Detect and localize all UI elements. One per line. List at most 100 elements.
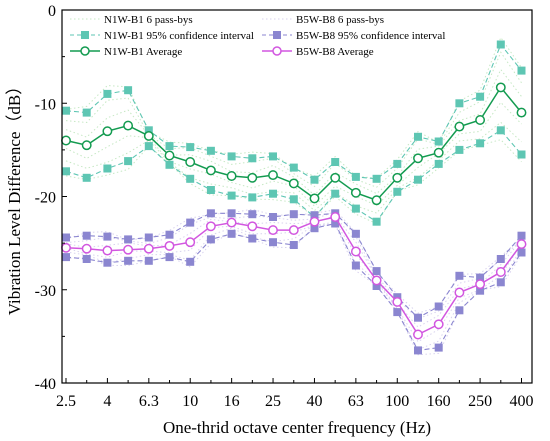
ci-lower-marker-n1w-b1-63 — [351, 204, 360, 213]
ci-upper-marker-b5w-b8-5 — [124, 235, 133, 244]
legend-swatch-marker — [272, 46, 282, 56]
ci-lower-marker-n1w-b1-2.5 — [62, 167, 70, 176]
x-tick-label: 6.3 — [139, 393, 159, 410]
ci-lower-marker-n1w-b1-20 — [248, 193, 257, 202]
legend-swatch-marker — [80, 46, 90, 56]
average-point-b5w-b8-80 — [371, 275, 382, 286]
average-point-n1w-b1-400 — [516, 107, 527, 118]
average-point-n1w-b1-25 — [268, 170, 278, 181]
ci-lower-marker-n1w-b1-12.5 — [206, 186, 215, 194]
y-tick-label: -20 — [35, 190, 56, 207]
average-point-n1w-b1-160 — [433, 147, 444, 158]
average-point-n1w-b1-250 — [475, 115, 486, 125]
ci-lower-marker-b5w-b8-12.5 — [206, 235, 215, 244]
ci-lower-marker-n1w-b1-10 — [186, 174, 195, 183]
ci-lower-marker-n1w-b1-400 — [517, 150, 526, 159]
ci-upper-marker-b5w-b8-10 — [186, 218, 195, 227]
ci-upper-marker-n1w-b1-16 — [227, 152, 236, 161]
ci-upper-marker-n1w-b1-20 — [248, 154, 257, 163]
ci-upper-marker-b5w-b8-63 — [351, 229, 360, 238]
ci-lower-marker-b5w-b8-16 — [227, 229, 236, 238]
x-tick-label: 16 — [224, 393, 240, 410]
average-point-b5w-b8-12.5 — [205, 221, 216, 232]
ci-upper-marker-b5w-b8-315 — [496, 255, 505, 263]
x-axis-label: One-thrid octave center frequency (Hz) — [163, 418, 431, 437]
average-point-n1w-b1-31.5 — [288, 178, 299, 189]
average-point-b5w-b8-63 — [350, 246, 361, 257]
average-point-b5w-b8-25 — [268, 225, 278, 236]
ci-lower-line-n1w-b1 — [65, 129, 522, 223]
confidence-interval-layer — [62, 40, 526, 355]
ci-lower-marker-b5w-b8-6.3 — [144, 256, 153, 265]
average-point-b5w-b8-400 — [516, 239, 527, 250]
average-point-n1w-b1-16 — [226, 171, 237, 181]
pass-by-line-n1w-b1-1 — [65, 139, 522, 225]
ci-upper-marker-n1w-b1-63 — [351, 172, 360, 181]
ci-upper-marker-n1w-b1-8 — [165, 142, 174, 151]
ci-lower-marker-n1w-b1-3.15 — [82, 173, 91, 182]
ci-lower-marker-b5w-b8-250 — [476, 286, 485, 295]
x-tick-label: 40 — [306, 393, 322, 410]
ci-lower-marker-n1w-b1-25 — [269, 189, 277, 198]
legend-label: B5W-B8 6 pass-bys — [296, 14, 384, 26]
ci-upper-marker-n1w-b1-40 — [310, 175, 319, 184]
ci-upper-marker-b5w-b8-200 — [455, 271, 464, 280]
x-tick-label: 160 — [427, 393, 451, 410]
x-tick-label: 250 — [468, 393, 492, 410]
ci-lower-marker-b5w-b8-160 — [434, 343, 443, 352]
average-point-b5w-b8-3.15 — [81, 243, 92, 254]
pass-by-line-b5w-b8-3 — [65, 221, 522, 343]
legend-swatch-marker — [81, 31, 89, 39]
ci-upper-marker-n1w-b1-2.5 — [62, 106, 70, 115]
ci-lower-marker-b5w-b8-100 — [393, 308, 402, 317]
ci-lower-marker-b5w-b8-10 — [186, 257, 195, 266]
average-point-n1w-b1-50 — [330, 172, 341, 183]
pass-by-line-b5w-b8-4 — [65, 215, 522, 328]
average-point-b5w-b8-250 — [475, 279, 486, 290]
ci-lower-marker-b5w-b8-5 — [124, 256, 133, 265]
x-tick-label: 10 — [182, 393, 198, 410]
y-tick-label: -30 — [35, 283, 56, 300]
average-point-n1w-b1-315 — [495, 82, 506, 93]
ci-upper-marker-b5w-b8-8 — [165, 230, 174, 239]
ci-upper-marker-b5w-b8-16 — [227, 209, 236, 218]
average-point-n1w-b1-8 — [164, 150, 175, 161]
ci-upper-marker-b5w-b8-80 — [372, 267, 381, 276]
ci-upper-marker-b5w-b8-4 — [103, 232, 112, 241]
pass-by-line-n1w-b1-2 — [65, 121, 522, 214]
ci-upper-marker-n1w-b1-12.5 — [206, 146, 215, 155]
ci-upper-marker-b5w-b8-40 — [310, 211, 319, 220]
ci-lower-marker-b5w-b8-4 — [103, 258, 112, 267]
ci-upper-marker-b5w-b8-20 — [248, 210, 257, 219]
average-point-b5w-b8-4 — [102, 245, 113, 256]
y-tick-label: -10 — [35, 96, 56, 113]
average-point-b5w-b8-10 — [185, 237, 196, 248]
average-point-b5w-b8-31.5 — [288, 225, 299, 236]
ci-upper-marker-n1w-b1-80 — [372, 174, 381, 183]
legend-label: B5W-B8 Average — [296, 46, 374, 58]
ci-upper-marker-b5w-b8-2.5 — [62, 233, 70, 242]
pass-by-line-n1w-b1-5 — [65, 51, 522, 188]
average-point-n1w-b1-100 — [392, 172, 403, 183]
average-point-b5w-b8-100 — [392, 296, 403, 307]
average-point-b5w-b8-200 — [454, 287, 465, 298]
ci-upper-marker-n1w-b1-400 — [517, 66, 526, 75]
legend-label: B5W-B8 95% confidence interval — [296, 30, 445, 42]
legend-label: N1W-B1 6 pass-bys — [104, 14, 193, 26]
ci-upper-marker-n1w-b1-31.5 — [289, 163, 298, 172]
ci-upper-marker-b5w-b8-6.3 — [144, 233, 153, 242]
average-point-b5w-b8-20 — [247, 221, 258, 232]
average-point-n1w-b1-3.15 — [81, 140, 92, 151]
ci-upper-marker-n1w-b1-125 — [414, 132, 422, 141]
legend-label: N1W-B1 Average — [104, 46, 182, 58]
ci-upper-marker-b5w-b8-125 — [414, 313, 422, 322]
average-point-n1w-b1-80 — [371, 195, 382, 206]
y-tick-label: -40 — [35, 376, 56, 393]
ci-lower-marker-n1w-b1-315 — [496, 126, 505, 135]
ci-upper-line-n1w-b1 — [65, 43, 522, 181]
ci-upper-marker-b5w-b8-25 — [269, 213, 277, 221]
pass-by-line-b5w-b8-2 — [65, 224, 522, 351]
average-point-b5w-b8-8 — [164, 240, 175, 251]
average-point-n1w-b1-4 — [102, 126, 113, 137]
